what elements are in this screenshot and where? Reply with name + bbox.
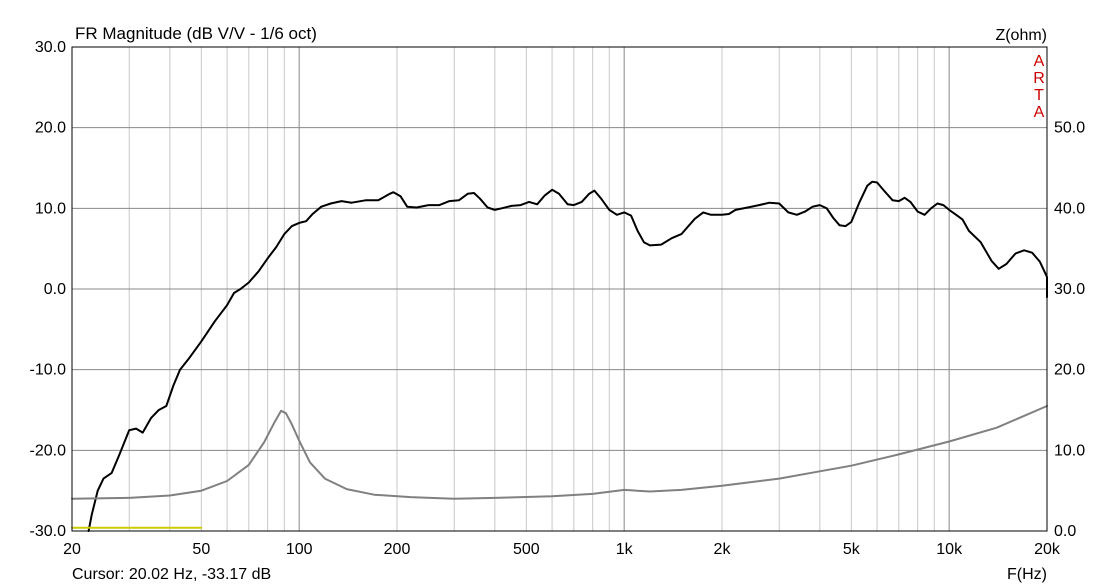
x-tick-label: 500	[513, 541, 540, 558]
y-tick-label: -30.0	[30, 523, 67, 540]
right-axis-label: Z(ohm)	[995, 27, 1047, 44]
y-tick-label: 20.0	[35, 120, 66, 137]
label-layer: 20 50 100 200 500 1k 2k 5k 10k 20k 30.0 20.0 10.0 0.0…	[30, 39, 1086, 558]
y2-tick-label: 20.0	[1054, 362, 1085, 379]
y-tick-label: 10.0	[35, 200, 66, 217]
y2-tick-label: 50.0	[1054, 120, 1085, 137]
watermark-letter: A	[1034, 53, 1045, 70]
x-tick-label: 1k	[616, 541, 634, 558]
plot-frame	[71, 46, 1048, 532]
y-tick-label: -10.0	[30, 362, 67, 379]
x-tick-label: 20	[63, 541, 81, 558]
y2-tick-label: 10.0	[1054, 442, 1085, 459]
watermark-letter: R	[1033, 70, 1045, 87]
x-tick-label: 5k	[843, 541, 861, 558]
y-tick-label: 30.0	[35, 39, 66, 56]
y2-tick-label: 40.0	[1054, 200, 1085, 217]
x-tick-label: 100	[286, 541, 313, 558]
cursor-readout: Cursor: 20.02 Hz, -33.17 dB	[72, 566, 271, 583]
x-tick-label: 10k	[936, 541, 963, 558]
x-tick-label: 2k	[714, 541, 732, 558]
grid-layer	[72, 47, 1047, 531]
watermark-letter: T	[1034, 87, 1044, 104]
chart-title: FR Magnitude (dB V/V - 1/6 oct)	[75, 24, 317, 43]
y2-tick-label: 0.0	[1054, 523, 1076, 540]
x-tick-label: 50	[192, 541, 210, 558]
impedance-line	[71, 405, 1048, 500]
y2-tick-label: 30.0	[1054, 281, 1085, 298]
frequency-response-line	[87, 180, 1048, 532]
x-tick-label: 200	[384, 541, 411, 558]
x-axis-label: F(Hz)	[1007, 566, 1047, 583]
y-tick-label: 0.0	[44, 281, 66, 298]
curve-layer	[71, 180, 1048, 532]
watermark-letter: A	[1034, 104, 1045, 121]
x-tick-label: 20k	[1034, 541, 1061, 558]
y-tick-label: -20.0	[30, 442, 67, 459]
